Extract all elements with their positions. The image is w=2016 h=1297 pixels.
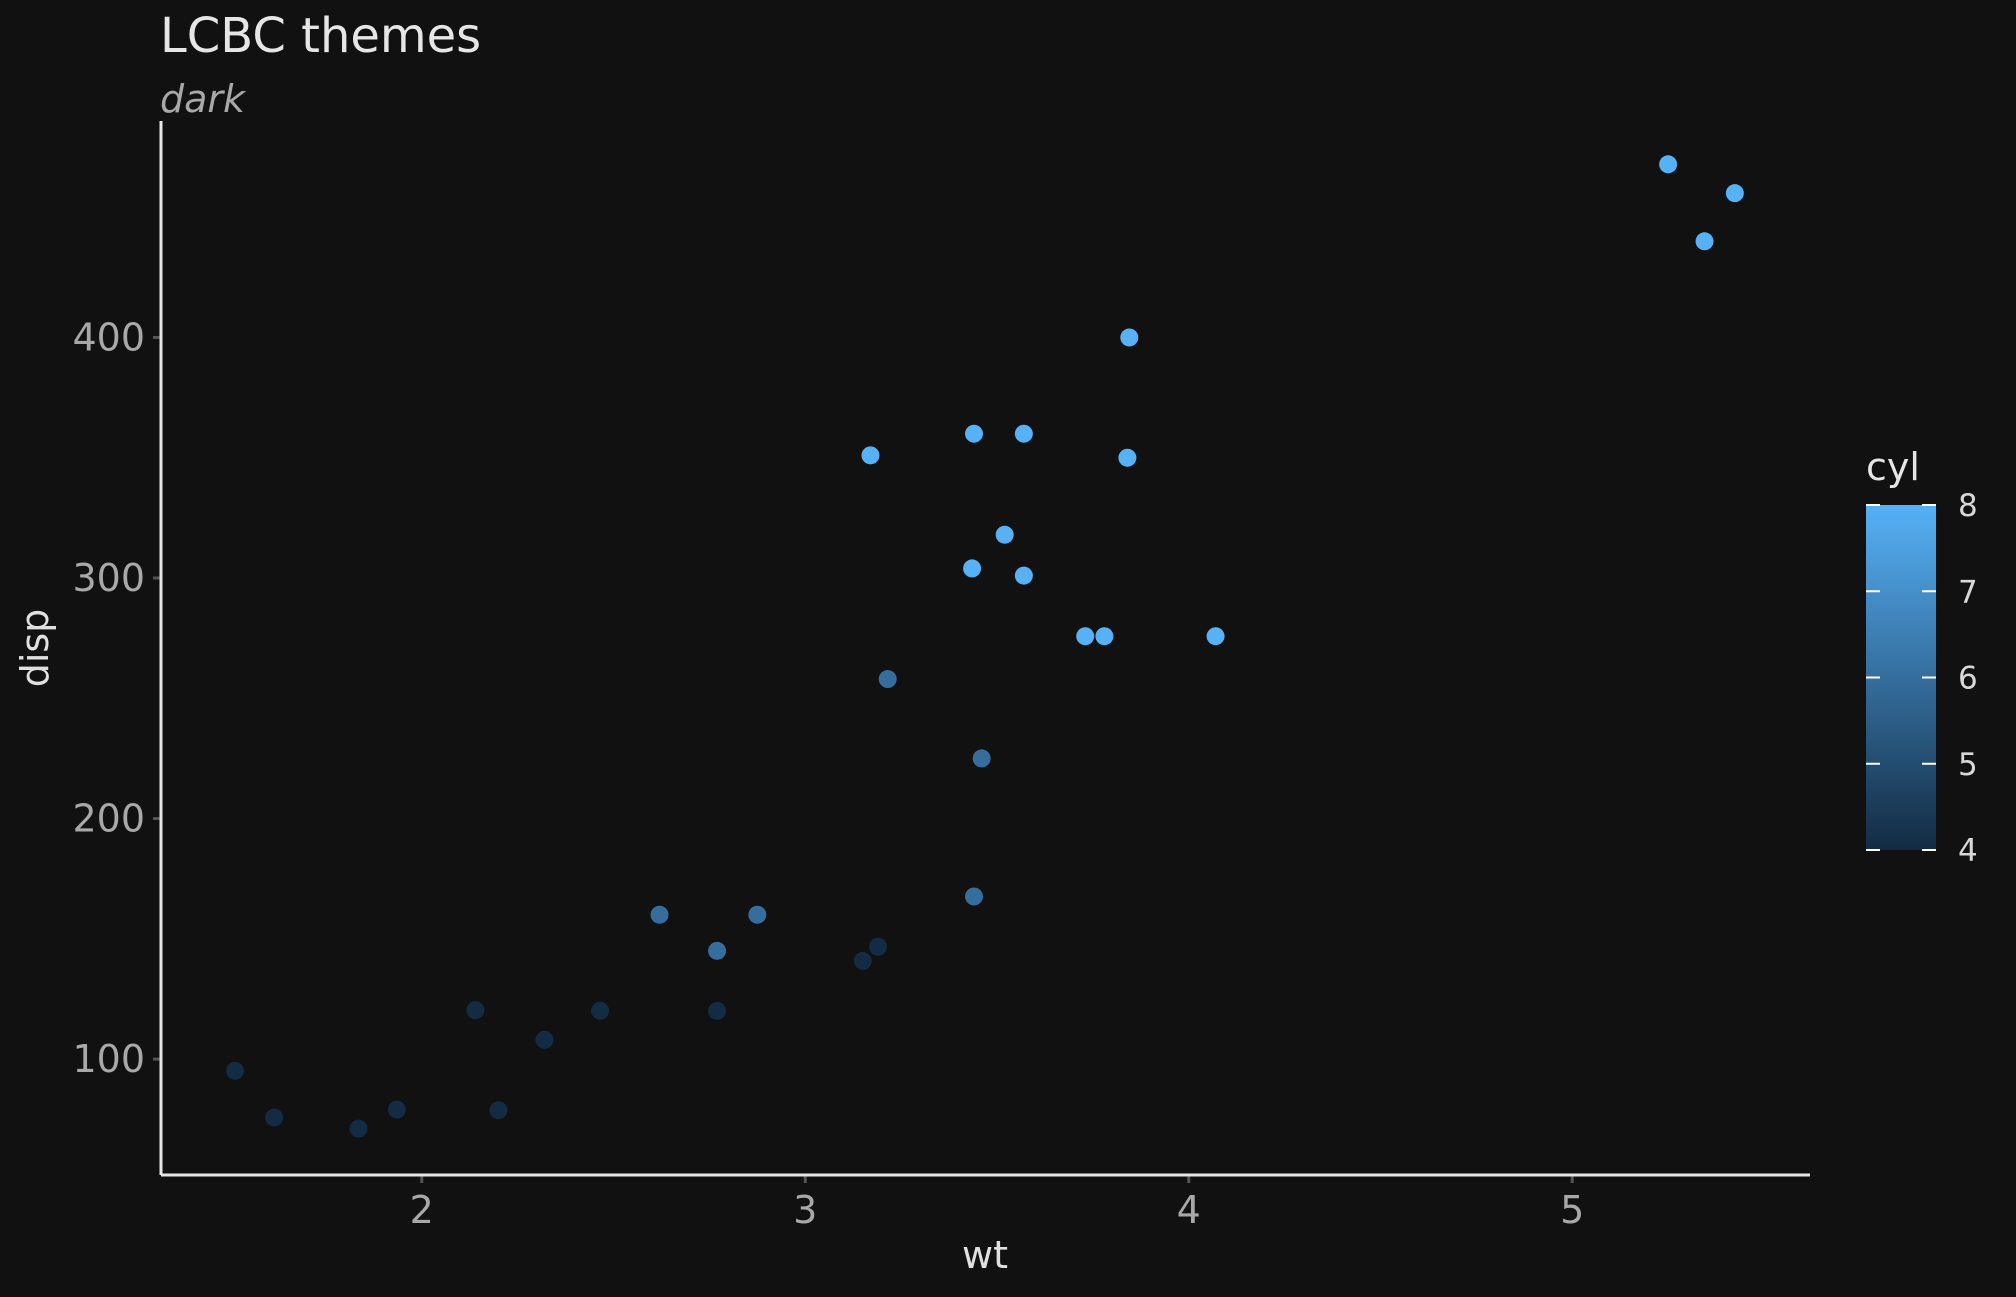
y-axis-title: disp	[13, 609, 57, 688]
x-axis-ticks: 2 3 4 5	[410, 1175, 1584, 1232]
data-point	[489, 1101, 508, 1120]
data-point	[1206, 627, 1225, 646]
x-axis-title: wt	[962, 1233, 1008, 1277]
x-tick-label: 4	[1177, 1188, 1201, 1232]
legend-tick-label: 8	[1958, 488, 1978, 524]
data-point	[1118, 448, 1137, 467]
data-point	[1095, 627, 1114, 646]
data-point	[226, 1061, 245, 1080]
data-point	[265, 1108, 284, 1127]
data-point	[466, 1001, 485, 1020]
data-point	[1014, 424, 1033, 443]
data-point	[748, 905, 767, 924]
data-point	[708, 1001, 727, 1020]
data-point	[1120, 328, 1139, 347]
y-tick-label: 100	[72, 1037, 145, 1081]
color-legend: cyl 4 5 6 7 8	[1866, 445, 1978, 869]
legend-tick-label: 5	[1958, 747, 1978, 783]
data-point	[650, 905, 669, 924]
data-point	[869, 937, 888, 956]
data-point	[964, 887, 983, 906]
data-point	[708, 941, 727, 960]
y-tick-label: 400	[72, 315, 145, 359]
y-tick-label: 300	[72, 556, 145, 600]
data-point	[1725, 184, 1744, 203]
data-point	[964, 424, 983, 443]
data-points	[226, 155, 1744, 1138]
legend-tick-label: 7	[1958, 574, 1978, 610]
y-axis-ticks: 100 200 300 400	[72, 315, 161, 1081]
chart-subtitle: dark	[160, 77, 247, 121]
data-point	[963, 559, 982, 578]
x-tick-label: 5	[1560, 1188, 1584, 1232]
data-point	[995, 525, 1014, 544]
chart-title: LCBC themes	[160, 8, 481, 64]
data-point	[387, 1100, 406, 1119]
data-point	[1659, 155, 1678, 174]
legend-tick-label: 6	[1958, 661, 1978, 697]
x-tick-label: 2	[410, 1188, 434, 1232]
data-point	[1014, 566, 1033, 585]
legend-ticks: 4 5 6 7 8	[1866, 488, 1978, 869]
data-point	[349, 1119, 368, 1138]
data-point	[878, 670, 897, 689]
data-point	[1076, 627, 1095, 646]
legend-title: cyl	[1866, 445, 1920, 489]
data-point	[972, 749, 991, 768]
legend-tick-label: 4	[1958, 833, 1978, 869]
data-point	[1695, 232, 1714, 251]
data-point	[591, 1001, 610, 1020]
data-point	[853, 951, 872, 970]
y-tick-label: 200	[72, 797, 145, 841]
x-tick-label: 3	[793, 1188, 817, 1232]
data-point	[861, 446, 880, 465]
data-point	[535, 1030, 554, 1049]
